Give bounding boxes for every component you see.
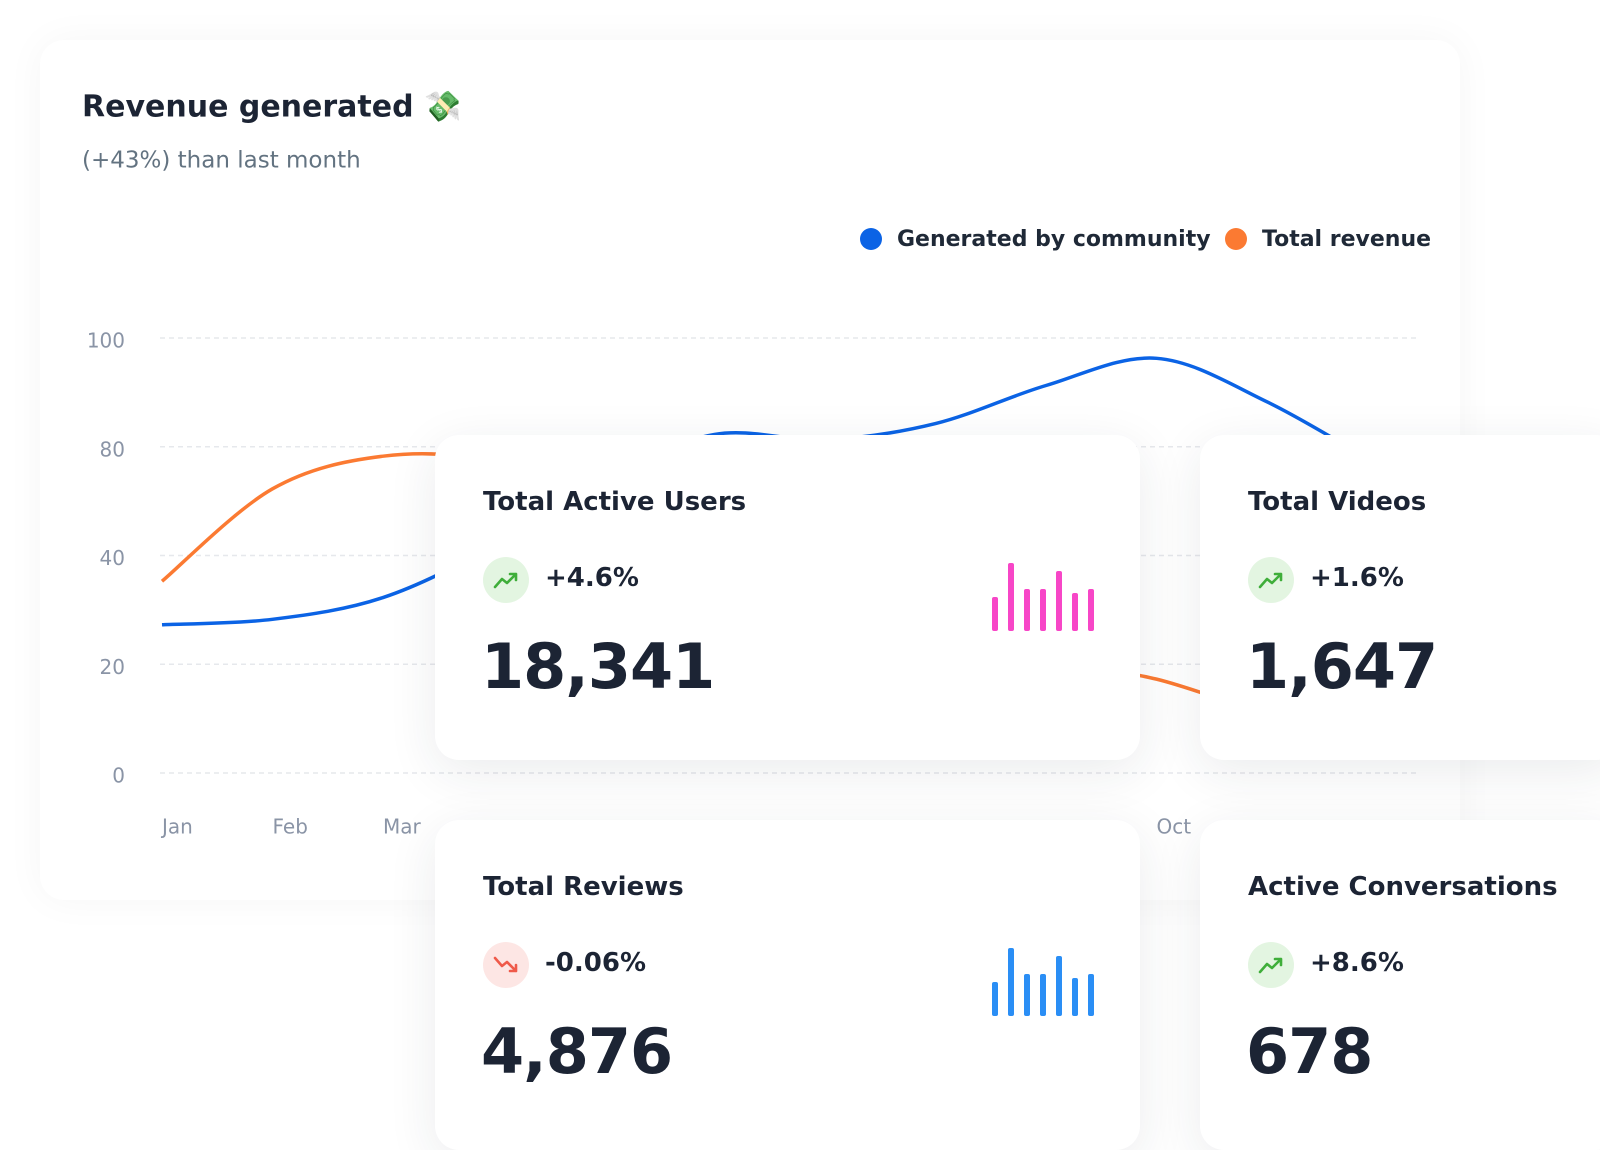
icon-bg — [1248, 557, 1294, 603]
card-value: 18,341 — [481, 630, 715, 703]
y-tick-label: 0 — [112, 764, 125, 788]
trend-icon — [483, 942, 529, 988]
stat-card: Total Active Users +4.6% 18,341 — [435, 435, 1140, 760]
chart-subtitle: (+43%) than last month — [82, 148, 361, 174]
card-title: Total Active Users — [483, 487, 747, 517]
spark-bar — [1008, 563, 1014, 631]
legend-label: Generated by community — [897, 227, 1211, 252]
card-value: 4,876 — [481, 1015, 673, 1088]
spark-bar — [1040, 974, 1046, 1016]
icon-arrow — [493, 956, 518, 973]
card-value: 678 — [1246, 1015, 1373, 1088]
legend-label: Total revenue — [1262, 227, 1431, 252]
icon-bg — [483, 942, 529, 988]
legend-dot — [1225, 228, 1247, 250]
icon-arrow — [1258, 957, 1283, 974]
stat-card: Total Videos +1.6% 1,647 — [1200, 435, 1600, 760]
spark-bar — [1056, 571, 1062, 631]
spark-bar — [1072, 978, 1078, 1016]
y-tick-label: 40 — [100, 546, 125, 570]
trend-icon — [1248, 557, 1294, 603]
icon-arrow — [1258, 572, 1283, 589]
y-tick-label: 80 — [100, 437, 125, 461]
card-change: +1.6% — [1310, 563, 1404, 593]
sparkline — [992, 563, 1094, 631]
trend-icon — [483, 557, 529, 603]
y-tick-label: 100 — [87, 329, 125, 353]
spark-bar — [1024, 589, 1030, 631]
y-tick-label: 20 — [100, 655, 125, 679]
chart-title: Revenue generated 💸 — [82, 90, 461, 125]
card-title: Total Reviews — [483, 872, 684, 902]
card-title: Active Conversations — [1248, 872, 1558, 902]
spark-bar — [1056, 956, 1062, 1016]
x-tick-label: Mar — [383, 815, 422, 839]
card-change: -0.06% — [545, 948, 646, 978]
icon-bg — [483, 557, 529, 603]
spark-bar — [992, 982, 998, 1016]
card-title: Total Videos — [1248, 487, 1427, 517]
stat-card: Active Conversations +8.6% 678 — [1200, 820, 1600, 1150]
stat-card: Total Reviews -0.06% 4,876 — [435, 820, 1140, 1150]
icon-bg — [1248, 942, 1294, 988]
spark-bar — [1072, 593, 1078, 631]
legend-dot — [860, 228, 882, 250]
spark-bar — [1088, 589, 1094, 631]
x-tick-label: Jan — [160, 815, 193, 839]
sparkline — [992, 948, 1094, 1016]
spark-bar — [1040, 589, 1046, 631]
spark-bar — [1008, 948, 1014, 1016]
x-tick-label: Oct — [1157, 815, 1192, 839]
icon-arrow — [493, 572, 518, 589]
spark-bar — [1024, 974, 1030, 1016]
card-value: 1,647 — [1246, 630, 1438, 703]
x-tick-label: Feb — [273, 815, 308, 839]
card-change: +8.6% — [1310, 948, 1404, 978]
trend-icon — [1248, 942, 1294, 988]
card-change: +4.6% — [545, 563, 639, 593]
spark-bar — [992, 597, 998, 631]
spark-bar — [1088, 974, 1094, 1016]
